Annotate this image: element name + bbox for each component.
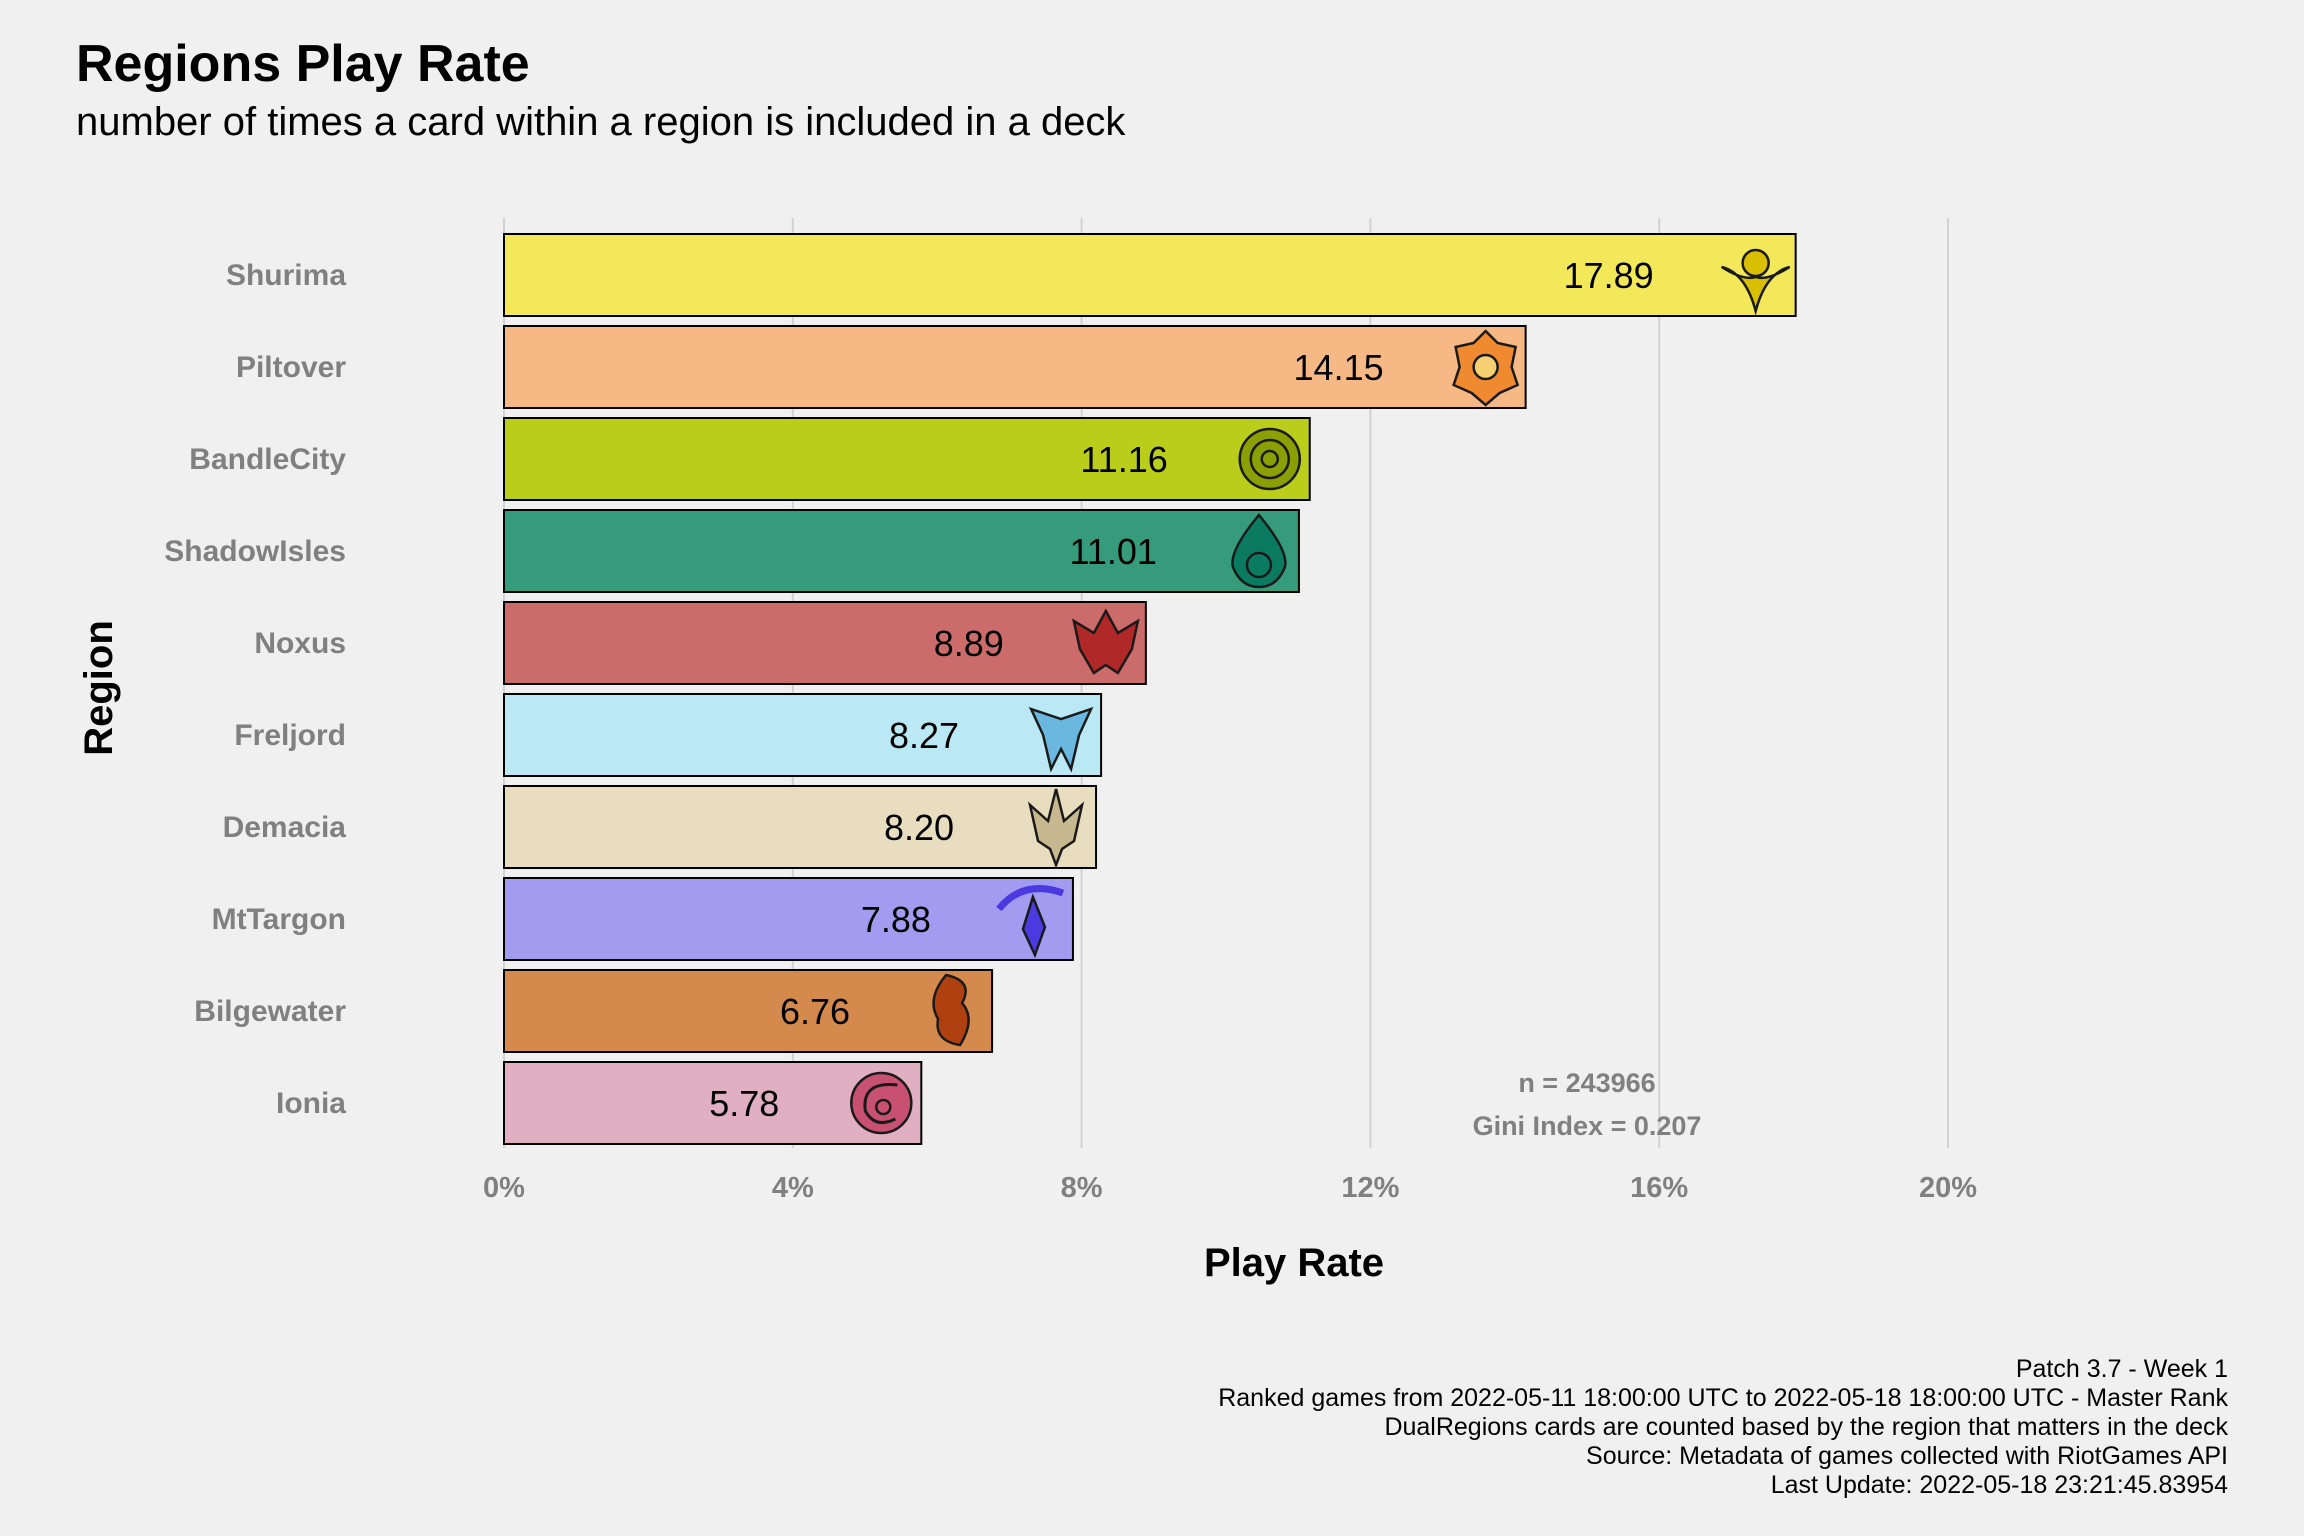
x-tick-label: 4%: [772, 1172, 814, 1204]
bar-value-label: 5.78: [709, 1083, 779, 1124]
bar-freljord: [503, 693, 1103, 777]
ionia-icon: [850, 1071, 913, 1135]
bar-value-label: 11.16: [1080, 439, 1167, 480]
category-label: BandleCity: [189, 443, 346, 476]
bilgewater-icon: [932, 973, 970, 1047]
demacia-icon: [1027, 788, 1085, 869]
bar-shadowisles: [503, 509, 1300, 593]
bar-piltover: [503, 325, 1527, 409]
category-label: Freljord: [234, 719, 346, 752]
bar-value-label: 7.88: [861, 899, 931, 940]
category-label: Bilgewater: [194, 995, 346, 1028]
x-tick-label: 8%: [1061, 1172, 1103, 1204]
category-label: ShadowIsles: [164, 535, 346, 568]
category-label: MtTargon: [212, 903, 346, 936]
bar-value-label: 11.01: [1070, 531, 1157, 572]
piltover-icon: [1452, 329, 1520, 407]
caption-line: Last Update: 2022-05-18 23:21:45.83954: [1770, 1471, 2228, 1499]
x-axis-title: Play Rate: [1204, 1241, 1384, 1285]
bar-value-label: 8.89: [934, 623, 1004, 664]
chart-subtitle: number of times a card within a region i…: [76, 100, 1126, 144]
bandlecity-icon: [1238, 427, 1302, 491]
bar-value-label: 17.89: [1564, 255, 1654, 296]
chart-caption: Patch 3.7 - Week 1 Ranked games from 202…: [1218, 1355, 2228, 1500]
x-tick-label: 12%: [1341, 1172, 1399, 1204]
category-labels: Shurima Piltover BandleCity ShadowIsles Noxu…: [164, 259, 346, 1120]
gini-annotation: Gini Index = 0.207: [1473, 1111, 1702, 1141]
sample-size-annotation: n = 243966: [1518, 1068, 1655, 1098]
noxus-icon: [1072, 608, 1140, 675]
x-axis-ticks: 0% 4% 8% 12% 16% 20%: [483, 1172, 1977, 1204]
x-tick-label: 0%: [483, 1172, 525, 1204]
bar-bandlecity: [503, 417, 1311, 501]
bar-mttargon: [503, 877, 1074, 961]
bar-value-label: 14.15: [1294, 347, 1384, 388]
bars: 17.89 14.15 11.16 11.01 8.89 8.27 8.20 7.88 6.76…: [503, 233, 1797, 1145]
x-tick-label: 20%: [1919, 1172, 1977, 1204]
x-tick-label: 16%: [1630, 1172, 1688, 1204]
bar-value-label: 6.76: [780, 991, 850, 1032]
bar-demacia: [503, 785, 1098, 869]
shadowisles-icon: [1231, 513, 1287, 589]
caption-line: Source: Metadata of games collected with…: [1586, 1442, 2228, 1470]
bar-value-label: 8.27: [889, 715, 959, 756]
chart-title: Regions Play Rate: [76, 35, 530, 93]
bar-bilgewater: [503, 969, 994, 1053]
category-label: Noxus: [254, 627, 346, 660]
category-label: Shurima: [226, 259, 346, 292]
y-axis-title: Region: [77, 620, 121, 756]
shurima-icon: [1720, 248, 1791, 316]
freljord-icon: [1028, 706, 1094, 773]
caption-line: Patch 3.7 - Week 1: [2015, 1355, 2228, 1383]
caption-line: Ranked games from 2022-05-11 18:00:00 UT…: [1218, 1384, 2228, 1412]
bar-shurima: [503, 233, 1797, 317]
mttargon-icon: [996, 885, 1065, 959]
category-label: Demacia: [223, 811, 347, 844]
bar-noxus: [503, 601, 1147, 685]
category-label: Piltover: [236, 351, 346, 384]
caption-line: DualRegions cards are counted based by t…: [1384, 1413, 2228, 1441]
category-label: Ionia: [276, 1087, 346, 1120]
bar-value-label: 8.20: [884, 807, 954, 848]
